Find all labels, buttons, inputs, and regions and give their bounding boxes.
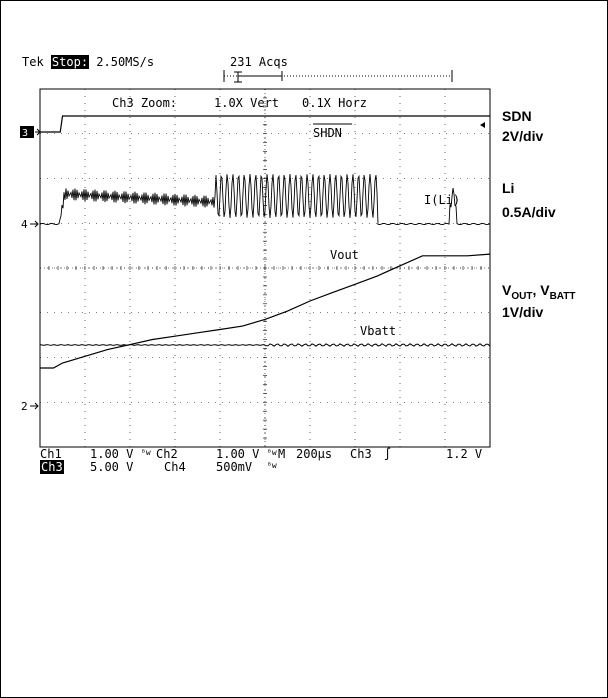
trace-vbatt [39,343,491,347]
ch3-marker-label: 3 [22,128,28,139]
ch4-value: 500mV [216,460,253,474]
ch3-label: Ch3 [40,460,64,474]
zoom-label: Ch3 Zoom: [112,96,178,110]
ch3-value: 5.00 V [90,460,134,474]
trace-vout [40,253,491,369]
vbatt-label: Vbatt [360,324,396,338]
traces [39,115,491,369]
vout-vbatt-title: VOUT, VBATT [502,282,576,302]
li-title: Li [502,180,515,196]
ch4-marker-label: 4 [21,218,28,231]
sdn-title: SDN [502,108,532,124]
trigger-slope-icon: ∫ [384,447,392,461]
ch4-bw: ᴮw [267,461,277,470]
ch1-label: Ch1 [40,447,62,461]
ch3-marker: 3 [20,126,41,139]
ch2-marker-label: 2 [21,400,28,413]
ch2-label: Ch2 [156,447,178,461]
trace-iLi [39,173,491,226]
acq-count: 231 Acqs [230,55,288,69]
v-scale: 1V/div [502,304,544,320]
ch2-bw: ᴮw [267,448,277,457]
graticule [39,88,491,448]
scope-header: Tek Stop: 2.50MS/s [22,55,154,69]
trigger-level: 1.2 V [446,447,483,461]
sample-rate: 2.50MS/s [96,55,155,69]
shdn-label: SHDN [313,126,342,140]
zoom-vert: 1.0X Vert [214,96,280,110]
ch4-marker: 4 [21,218,39,231]
brand-label: Tek [22,55,44,69]
timebase: 200μs [296,447,333,461]
trigger-level-marker [480,122,485,128]
vout-label: Vout [330,248,359,262]
ch1-bw: ᴮw [141,448,151,457]
sdn-scale: 2V/div [502,128,544,144]
ch1-value: 1.00 V [90,447,134,461]
ch2-marker: 2 [21,400,39,413]
record-bracket [223,70,453,83]
trigger-channel: Ch3 [350,447,372,461]
ch2-value: 1.00 V [216,447,260,461]
state-badge: Stop: [50,55,90,69]
zoom-horz: 0.1X Horz [302,96,368,110]
li-scale: 0.5A/div [502,204,556,220]
ch4-label: Ch4 [164,460,186,474]
iLi-label: I(Li) [424,193,460,207]
trace-shdn [40,115,490,133]
m-label: M [278,447,286,461]
scope-screen: 3 4 2 SHDN I(Li) Vout Vbatt [20,88,491,448]
